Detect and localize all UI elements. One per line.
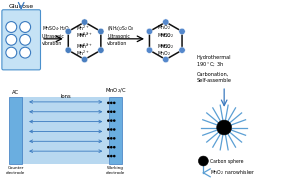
Circle shape (113, 102, 115, 104)
Circle shape (65, 28, 71, 35)
Circle shape (107, 146, 110, 149)
Text: MnSO$_4$$\cdot$H$_2$O: MnSO$_4$$\cdot$H$_2$O (42, 24, 70, 33)
Circle shape (110, 137, 113, 140)
Circle shape (107, 128, 110, 131)
Bar (22, 97, 109, 164)
Circle shape (198, 156, 208, 166)
Circle shape (110, 128, 113, 131)
Bar (9, 97, 22, 164)
Circle shape (107, 102, 110, 104)
Circle shape (146, 47, 153, 53)
Circle shape (146, 28, 153, 35)
Text: Mn$^{2+}$: Mn$^{2+}$ (79, 31, 93, 40)
Circle shape (107, 110, 110, 113)
Text: Mn$^{2+}$: Mn$^{2+}$ (76, 49, 90, 58)
Text: AC: AC (12, 90, 19, 95)
Circle shape (107, 119, 110, 122)
Circle shape (113, 146, 115, 149)
Text: MnO$_2$: MnO$_2$ (157, 24, 171, 33)
Text: Working
electrode: Working electrode (106, 166, 125, 174)
Circle shape (6, 47, 17, 58)
Circle shape (65, 47, 71, 53)
Text: Mn$^{2+}$: Mn$^{2+}$ (76, 42, 90, 51)
Text: Glucose: Glucose (9, 4, 34, 9)
Text: Mn$^{2+}$: Mn$^{2+}$ (76, 23, 90, 33)
Text: 190$^\circ$C; 3h: 190$^\circ$C; 3h (196, 60, 225, 68)
Circle shape (6, 22, 17, 33)
Text: Ultrasonic: Ultrasonic (42, 34, 65, 39)
Circle shape (98, 28, 104, 35)
Text: MnO$_2$: MnO$_2$ (157, 42, 172, 51)
Circle shape (110, 146, 113, 149)
Circle shape (110, 110, 113, 113)
Text: Counter
electrode: Counter electrode (6, 166, 25, 174)
Text: vibration: vibration (42, 41, 62, 46)
Circle shape (163, 56, 169, 63)
Circle shape (81, 56, 88, 63)
FancyBboxPatch shape (2, 10, 40, 70)
Text: Ultrasonic: Ultrasonic (107, 34, 130, 39)
Text: Ions: Ions (60, 94, 71, 99)
Text: MnO$_2$: MnO$_2$ (157, 49, 171, 58)
Circle shape (81, 19, 88, 25)
Circle shape (179, 47, 185, 53)
Text: MnO$_2$: MnO$_2$ (157, 31, 172, 40)
Circle shape (110, 102, 113, 104)
Circle shape (113, 155, 115, 157)
Circle shape (6, 34, 17, 45)
Text: MnO$_2$/C: MnO$_2$/C (105, 86, 126, 95)
Circle shape (113, 137, 115, 140)
Text: Mn$^{2+}$: Mn$^{2+}$ (79, 42, 93, 51)
Circle shape (113, 110, 115, 113)
Text: MnO$_2$: MnO$_2$ (160, 31, 174, 40)
Circle shape (107, 137, 110, 140)
Text: Hydrothermal: Hydrothermal (196, 55, 231, 60)
Bar (109, 97, 122, 164)
Text: MnO$_2$: MnO$_2$ (160, 42, 174, 51)
Circle shape (110, 155, 113, 157)
Circle shape (98, 47, 104, 53)
Circle shape (179, 28, 185, 35)
Text: Mn$^{2+}$: Mn$^{2+}$ (76, 31, 90, 40)
Circle shape (107, 155, 110, 157)
Circle shape (20, 47, 31, 58)
Text: vibration: vibration (107, 41, 128, 46)
Text: MnO$_2$ nanowhisker: MnO$_2$ nanowhisker (210, 168, 256, 177)
Text: Carbon sphere: Carbon sphere (210, 159, 244, 163)
Circle shape (20, 22, 31, 33)
Circle shape (20, 34, 31, 45)
Circle shape (113, 128, 115, 131)
Circle shape (163, 19, 169, 25)
Circle shape (113, 119, 115, 122)
Circle shape (217, 120, 232, 135)
Text: (NH$_4$)$_2$S$_2$O$_8$: (NH$_4$)$_2$S$_2$O$_8$ (107, 24, 135, 33)
Circle shape (110, 119, 113, 122)
Text: Carbonation,: Carbonation, (196, 71, 229, 76)
Text: Self-assemble: Self-assemble (196, 78, 232, 83)
